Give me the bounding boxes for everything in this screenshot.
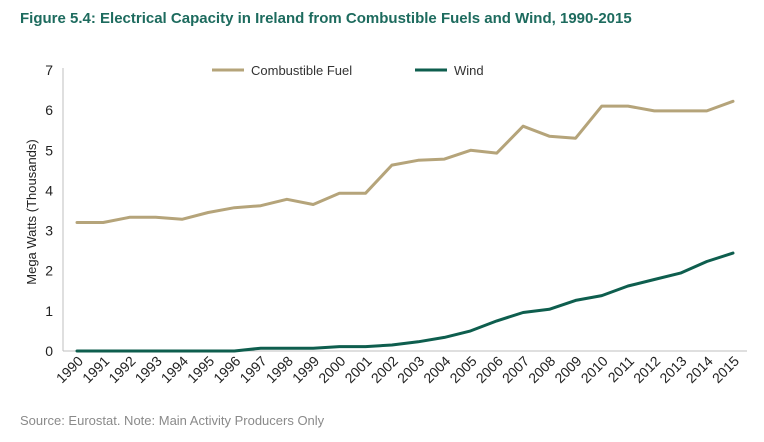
x-tick-label: 1993: [131, 353, 164, 386]
y-tick-label: 1: [45, 303, 53, 319]
y-tick-label: 2: [45, 263, 53, 279]
x-tick-labels: 1990199119921993199419951996199719981999…: [53, 353, 742, 386]
y-tick-labels: 0 1 2 3 4 5 6 7: [45, 62, 53, 359]
series-line-combustible-fuel: [75, 99, 735, 224]
x-tick-label: 1998: [263, 353, 296, 386]
legend-label: Combustible Fuel: [251, 63, 352, 78]
y-tick-label: 0: [45, 343, 53, 359]
x-tick-label: 2011: [605, 353, 638, 386]
x-tick-label: 2012: [630, 353, 663, 386]
figure-title: Figure 5.4: Electrical Capacity in Irela…: [20, 10, 632, 27]
x-tick-label: 1997: [236, 353, 269, 386]
x-tick-label: 2010: [578, 353, 611, 386]
x-tick-label: 1999: [289, 353, 322, 386]
y-axis-label: Mega Watts (Thousands): [24, 139, 39, 284]
x-tick-label: 1995: [184, 353, 217, 386]
source-note: Source: Eurostat. Note: Main Activity Pr…: [20, 413, 325, 428]
x-tick-label: 1996: [210, 353, 243, 386]
x-tick-label: 2007: [499, 353, 532, 386]
x-tick-label: 2014: [683, 353, 716, 386]
x-tick-label: 2003: [394, 353, 427, 386]
legend-label: Wind: [454, 63, 484, 78]
x-tick-label: 2005: [446, 353, 479, 386]
x-tick-label: 2006: [473, 353, 506, 386]
x-tick-label: 1992: [105, 353, 138, 386]
y-tick-label: 4: [45, 182, 53, 198]
y-tick-label: 5: [45, 142, 53, 158]
x-tick-label: 2008: [525, 353, 558, 386]
x-tick-label: 1994: [158, 353, 191, 386]
series-lines: [75, 99, 735, 353]
x-tick-label: 2001: [341, 353, 374, 386]
y-tick-label: 3: [45, 223, 53, 239]
x-tick-label: 2015: [709, 353, 742, 386]
x-tick-label: 2002: [368, 353, 401, 386]
x-tick-label: 2004: [420, 353, 453, 386]
legend: Combustible Fuel Wind: [212, 63, 484, 78]
x-tick-label: 1991: [79, 353, 112, 386]
series-line-wind: [75, 251, 735, 353]
y-tick-label: 6: [45, 102, 53, 118]
x-tick-label: 2000: [315, 353, 348, 386]
x-tick-label: 2009: [551, 353, 584, 386]
y-tick-label: 7: [45, 62, 53, 78]
x-tick-label: 1990: [53, 353, 86, 386]
x-tick-label: 2013: [656, 353, 689, 386]
